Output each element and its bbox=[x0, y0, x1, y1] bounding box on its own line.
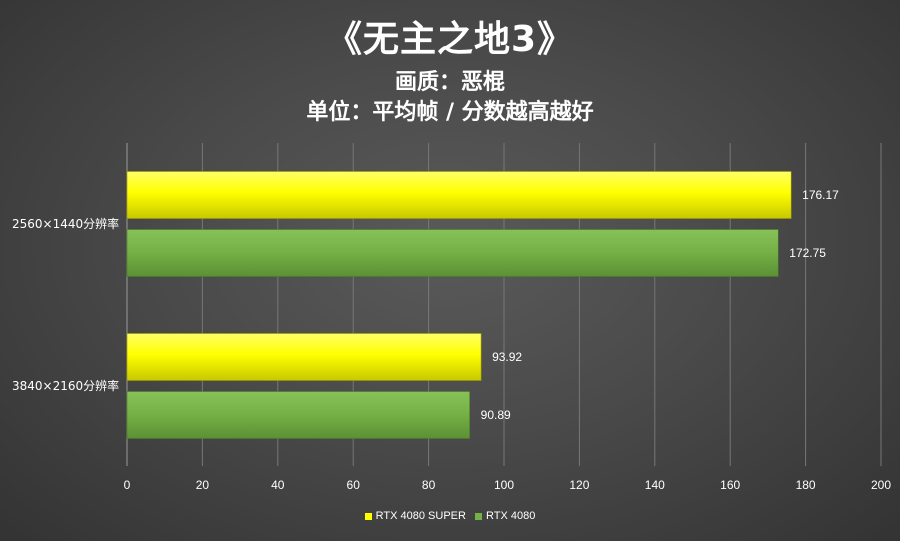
legend-swatch-rtx-4080-super bbox=[364, 512, 372, 520]
legend-item-rtx-4080: RTX 4080 bbox=[475, 510, 535, 522]
legend-swatch-rtx-4080 bbox=[475, 512, 483, 520]
data-label-s0-c1: 93.92 bbox=[492, 350, 522, 364]
legend-label-rtx-4080-super: RTX 4080 SUPER bbox=[375, 510, 466, 522]
chart-subtitle-quality: 画质：恶棍 bbox=[394, 70, 505, 95]
x-tick-label-180: 180 bbox=[796, 478, 816, 492]
x-tick-label-120: 120 bbox=[569, 478, 589, 492]
bar-s0-c0 bbox=[126, 171, 792, 219]
bar-s1-c1 bbox=[126, 391, 470, 439]
category-label-0: 2560×1440分辨率 bbox=[12, 216, 119, 231]
bar-s0-c1 bbox=[126, 333, 482, 381]
data-label-s1-c0: 172.75 bbox=[789, 246, 826, 260]
x-tick-label-40: 40 bbox=[271, 478, 285, 492]
x-tick-label-20: 20 bbox=[196, 478, 210, 492]
bars-layer bbox=[126, 171, 792, 439]
x-tick-label-100: 100 bbox=[494, 478, 514, 492]
chart-title: 《无主之地3》 bbox=[325, 19, 575, 60]
x-tick-label-80: 80 bbox=[422, 478, 436, 492]
x-tick-label-160: 160 bbox=[720, 478, 740, 492]
chart-subtitle-unit: 单位：平均帧 / 分数越高越好 bbox=[306, 100, 594, 125]
x-tick-label-0: 0 bbox=[124, 478, 131, 492]
category-label-1: 3840×2160分辨率 bbox=[12, 378, 119, 393]
chart-legend: RTX 4080 SUPER RTX 4080 bbox=[0, 510, 900, 523]
data-label-s0-c0: 176.17 bbox=[802, 188, 839, 202]
labels-layer: 0 20 40 60 80 100 120 140 160 180 200 2560×1440分辨率 1… bbox=[12, 188, 891, 492]
x-tick-label-200: 200 bbox=[871, 478, 891, 492]
x-tick-label-140: 140 bbox=[645, 478, 665, 492]
x-tick-label-60: 60 bbox=[347, 478, 361, 492]
legend-item-rtx-4080-super: RTX 4080 SUPER bbox=[364, 510, 466, 522]
legend-label-rtx-4080: RTX 4080 bbox=[486, 510, 536, 522]
bar-s1-c0 bbox=[126, 229, 779, 277]
data-label-s1-c1: 90.89 bbox=[481, 408, 511, 422]
